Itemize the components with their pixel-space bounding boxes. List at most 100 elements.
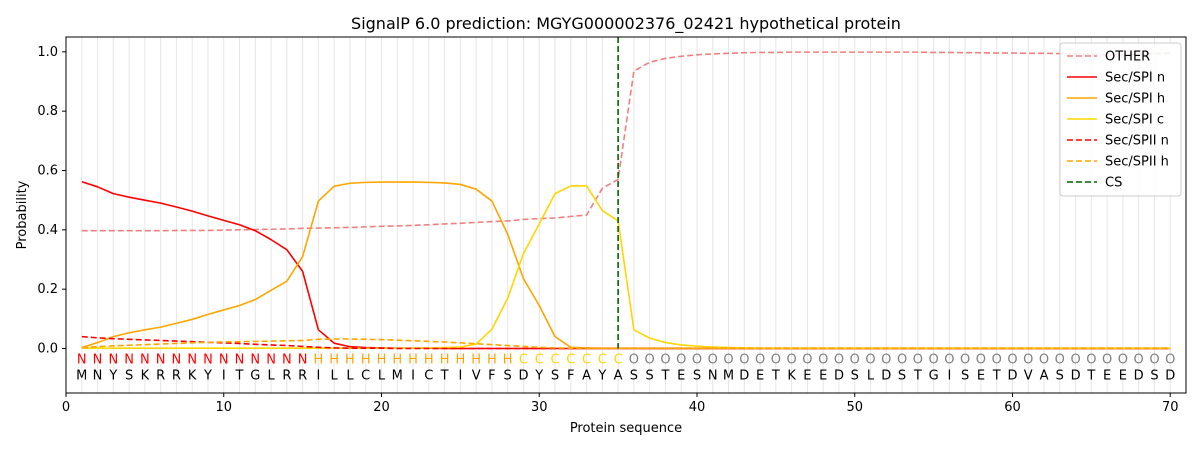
residue-char: N	[93, 369, 103, 384]
residue-label: H	[455, 352, 465, 367]
residue-char: C	[361, 369, 370, 384]
residue-char: S	[646, 369, 654, 384]
residue-char: S	[693, 369, 701, 384]
residue-label: O	[1165, 352, 1175, 367]
residue-char: K	[787, 369, 796, 384]
residue-char: T	[992, 369, 1001, 384]
residue-label: H	[377, 352, 387, 367]
residue-char: D	[1007, 369, 1017, 384]
legend-label: Sec/SPI c	[1105, 113, 1164, 128]
chart-title: SignalP 6.0 prediction: MGYG000002376_02…	[351, 14, 901, 34]
residue-label: N	[235, 352, 245, 367]
residue-char: T	[771, 369, 780, 384]
residue-label: C	[550, 352, 559, 367]
residue-label: O	[818, 352, 828, 367]
residue-label: H	[408, 352, 418, 367]
residue-char: M	[723, 369, 734, 384]
residue-label: C	[582, 352, 591, 367]
residue-label: H	[424, 352, 434, 367]
x-tick-label: 20	[373, 400, 390, 415]
residue-label: H	[471, 352, 481, 367]
residue-char: K	[141, 369, 150, 384]
grid-lines	[81, 37, 1171, 393]
residue-label: N	[266, 352, 276, 367]
residue-label: N	[250, 352, 260, 367]
residue-char: G	[250, 369, 260, 384]
residue-char: L	[867, 369, 875, 384]
residue-label: C	[535, 352, 544, 367]
residue-char: D	[1165, 369, 1175, 384]
residue-char: E	[1103, 369, 1111, 384]
residue-label: N	[108, 352, 118, 367]
residue-char: R	[172, 369, 181, 384]
residue-char: D	[1071, 369, 1081, 384]
x-tick-label: 30	[531, 400, 548, 415]
residue-label: N	[140, 352, 150, 367]
residue-char: Y	[534, 369, 543, 384]
residue-char: R	[156, 369, 165, 384]
residue-label: O	[723, 352, 733, 367]
residue-label: C	[598, 352, 607, 367]
residue-label: O	[992, 352, 1002, 367]
legend-label: Sec/SPI n	[1105, 71, 1165, 86]
residue-label: O	[692, 352, 702, 367]
residue-label: O	[1086, 352, 1096, 367]
residue-char: S	[898, 369, 906, 384]
residue-char: L	[331, 369, 339, 384]
residue-char: Y	[597, 369, 606, 384]
residue-char: S	[125, 369, 133, 384]
residue-char: F	[567, 369, 574, 384]
residue-label: H	[314, 352, 324, 367]
legend-label: Sec/SPI h	[1105, 92, 1165, 107]
residue-char: T	[1086, 369, 1095, 384]
residue-char: S	[851, 369, 859, 384]
residue-label: O	[660, 352, 670, 367]
residue-label: O	[1149, 352, 1159, 367]
residue-label: O	[676, 352, 686, 367]
legend-label: Sec/SPII n	[1105, 134, 1169, 149]
residue-label: O	[1070, 352, 1080, 367]
residue-label: O	[1023, 352, 1033, 367]
residue-char: S	[1056, 369, 1064, 384]
x-tick-label: 10	[215, 400, 232, 415]
residue-label: N	[187, 352, 197, 367]
residue-label: N	[172, 352, 182, 367]
residue-label: O	[1007, 352, 1017, 367]
residue-label: O	[1134, 352, 1144, 367]
series-line-sec-spi-n	[81, 181, 1171, 350]
residue-char: A	[1040, 369, 1049, 384]
residue-label: O	[755, 352, 765, 367]
residue-label: O	[850, 352, 860, 367]
legend: OTHER Sec/SPI n Sec/SPI h Sec/SPI c Sec/SPII…	[1059, 42, 1182, 197]
residue-char: T	[660, 369, 669, 384]
residue-char: S	[551, 369, 559, 384]
residue-char: D	[881, 369, 891, 384]
residue-label: N	[93, 352, 103, 367]
residue-char: E	[756, 369, 764, 384]
x-axis-ticks: 0 10 20 30 40 50 60 70	[62, 393, 1178, 415]
y-tick-label: 0.0	[37, 342, 58, 357]
series-line-sec-spi-h	[81, 181, 1171, 350]
plot-area: NMNNNYNSNKNRNRNKNYNINTNGNLNRNRHIHLHLHCHL…	[76, 37, 1175, 384]
residue-label: N	[298, 352, 308, 367]
legend-label: CS	[1105, 176, 1122, 191]
residue-label: C	[614, 352, 623, 367]
y-axis-ticks: 0.0 0.2 0.4 0.6 0.8 1.0	[37, 45, 66, 357]
residue-char: I	[222, 369, 226, 384]
residue-label: O	[1102, 352, 1112, 367]
residue-char: I	[316, 369, 320, 384]
residue-char: K	[188, 369, 197, 384]
residue-label: N	[124, 352, 134, 367]
residue-char: L	[378, 369, 386, 384]
y-tick-label: 0.2	[37, 282, 58, 297]
residue-label: O	[834, 352, 844, 367]
series-line-sec-spii-h	[81, 338, 1171, 350]
y-tick-label: 1.0	[37, 45, 58, 60]
residue-char: V	[1024, 369, 1033, 384]
series-line-sec-spi-c	[81, 185, 1171, 350]
y-tick-label: 0.8	[37, 104, 58, 119]
residue-char: T	[440, 369, 449, 384]
residue-label: N	[203, 352, 213, 367]
residue-char: A	[614, 369, 623, 384]
residue-label: O	[881, 352, 891, 367]
